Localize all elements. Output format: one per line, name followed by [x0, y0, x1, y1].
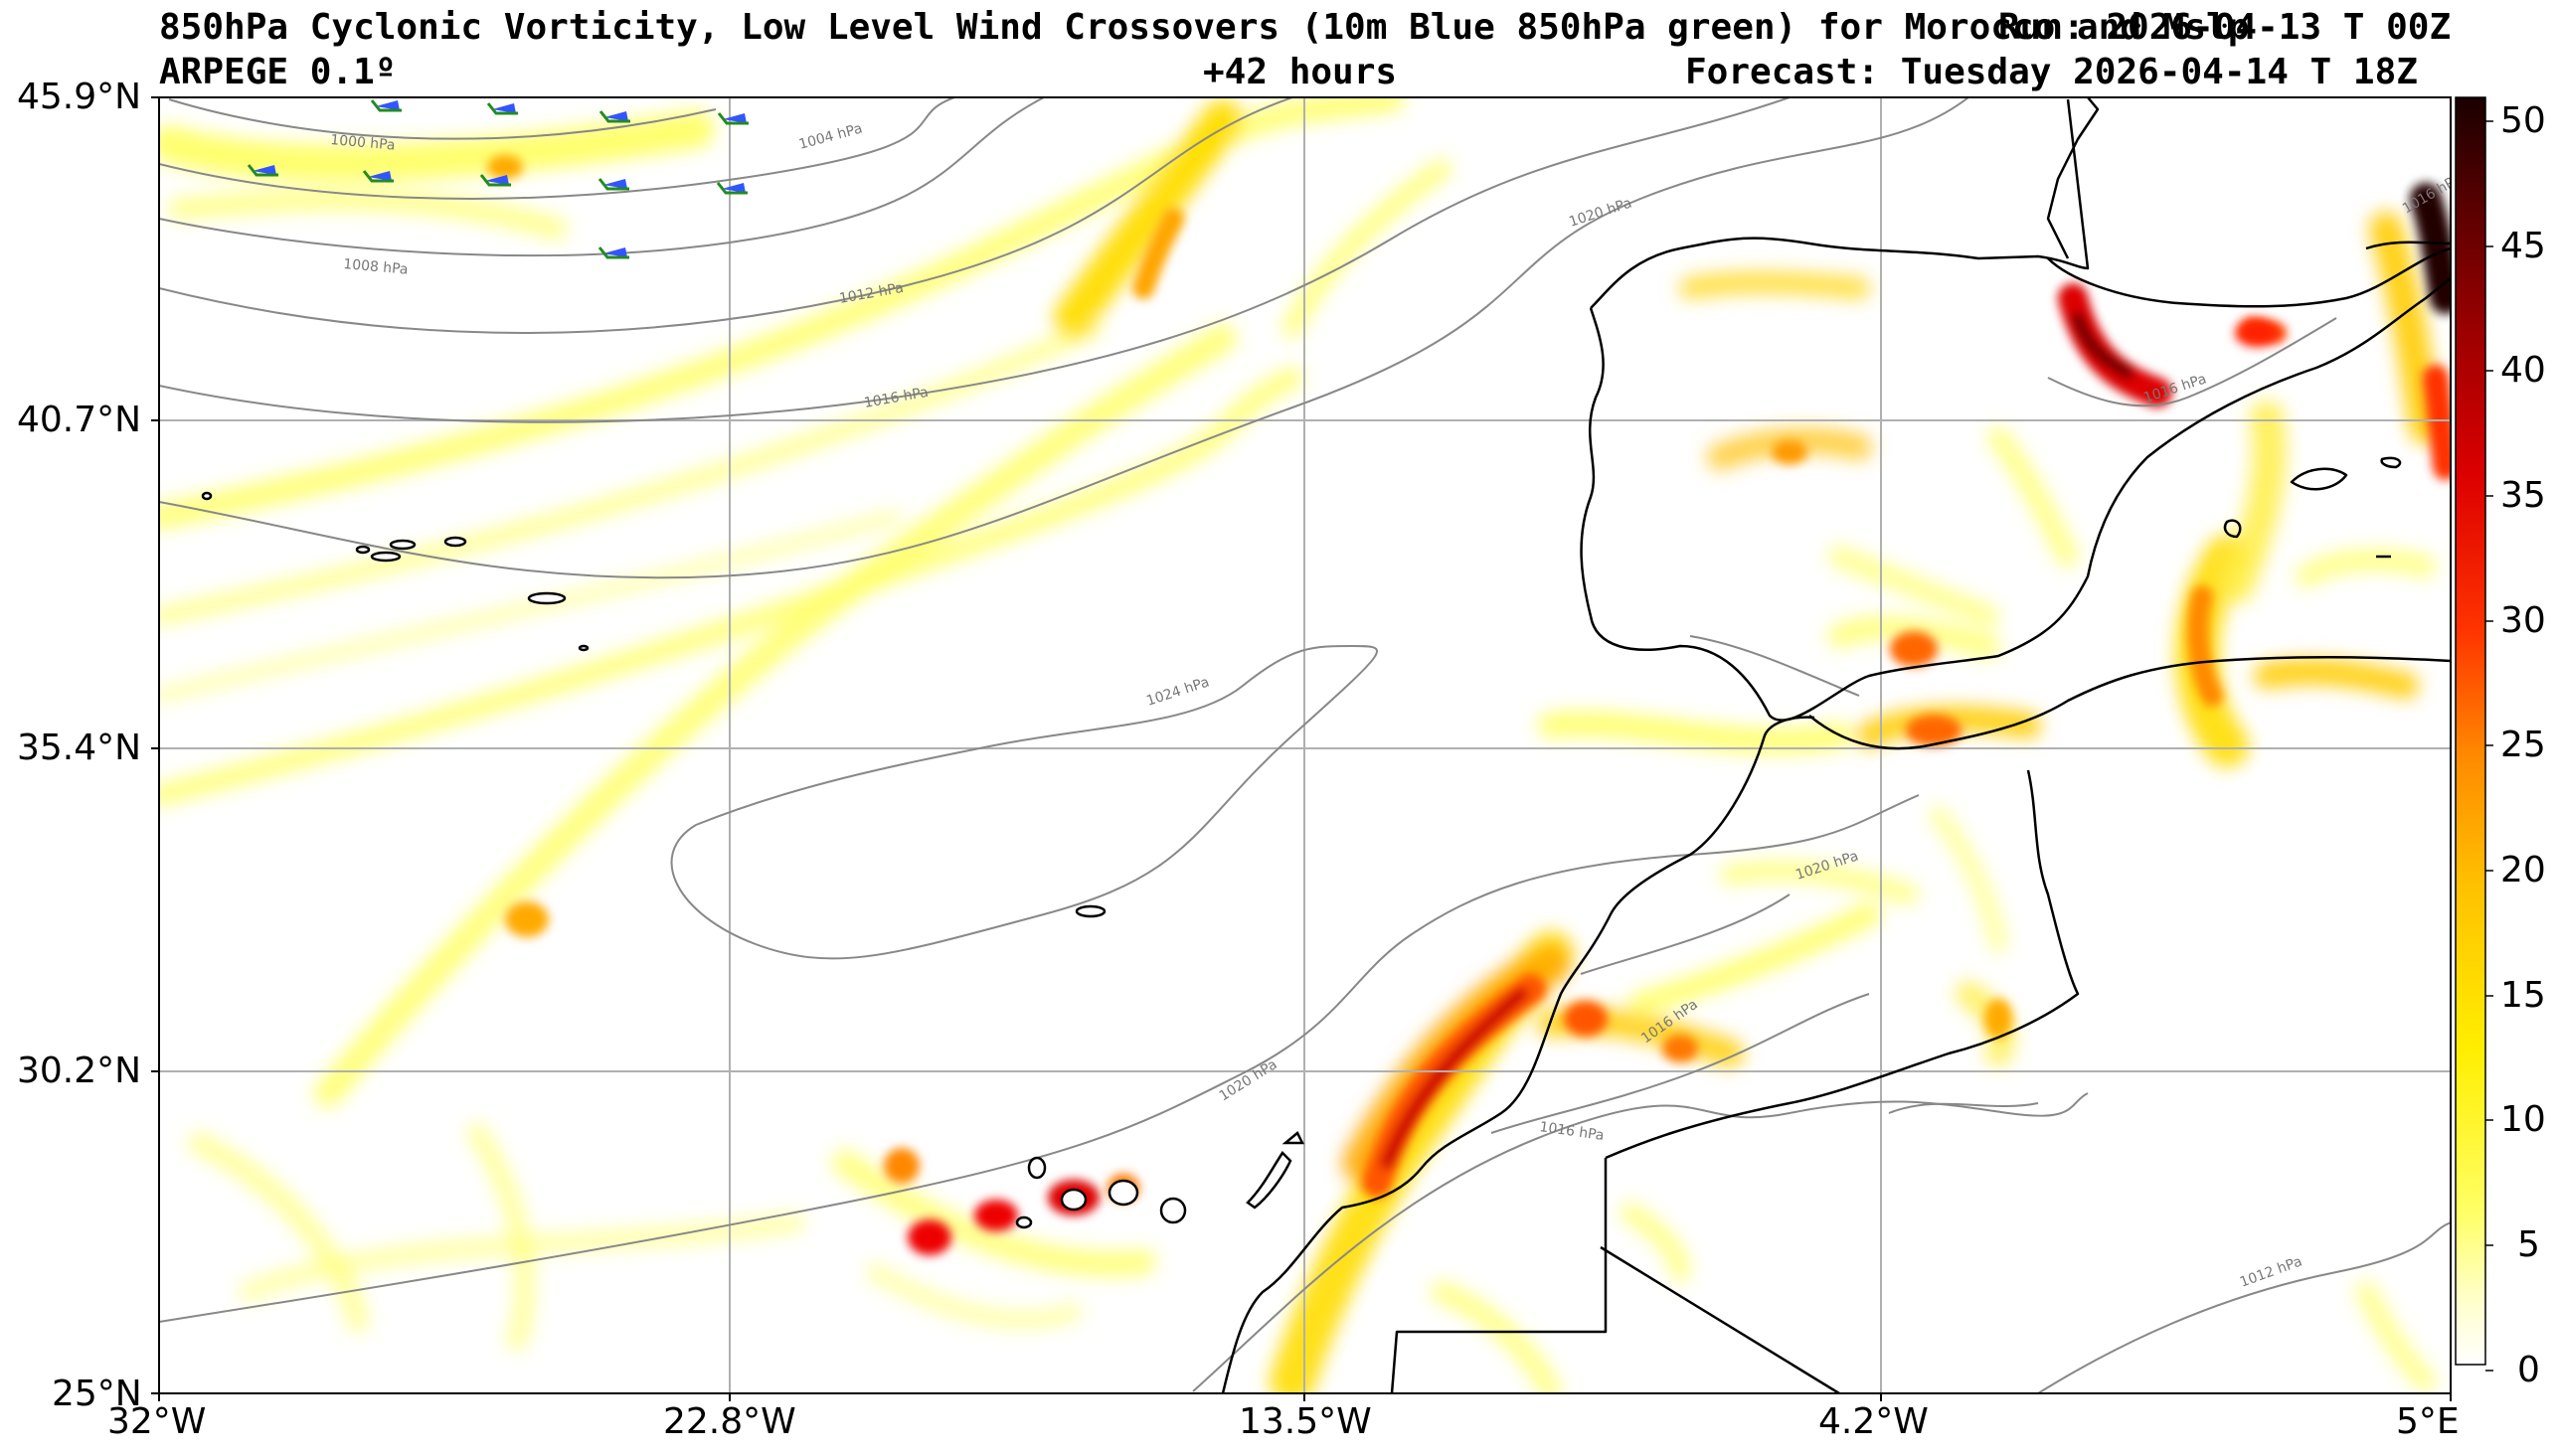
colorbar-label: 0: [2517, 1350, 2540, 1390]
wind-barb-icon: [597, 246, 629, 259]
lon-label: 22.8°W: [663, 1401, 796, 1442]
colorbar-label: 5: [2517, 1224, 2540, 1265]
isobars: [159, 97, 2451, 1393]
colorbar-label: 45: [2500, 226, 2546, 266]
colorbar-label: 10: [2500, 1099, 2546, 1140]
wind-barb-icon: [716, 182, 748, 195]
lat-label: 25°N: [52, 1374, 142, 1414]
model-name: ARPEGE 0.1º: [159, 52, 397, 92]
lon-label: 13.5°W: [1239, 1401, 1372, 1442]
colorbar-label: 20: [2500, 850, 2546, 890]
coastlines: [1221, 97, 2451, 1393]
wind-barb-icon: [247, 164, 278, 177]
wind-barb-icon: [362, 170, 394, 183]
colorbar-label: 25: [2500, 725, 2546, 765]
run-time: Run: 2026-04-13 T 00Z: [1998, 7, 2452, 48]
lat-label: 45.9°N: [17, 77, 142, 117]
lead-time: +42 hours: [1203, 52, 1398, 92]
wind-barb-icon: [479, 174, 511, 187]
map-title: 850hPa Cyclonic Vorticity, Low Level Win…: [159, 7, 2250, 48]
lat-label: 30.2°N: [17, 1051, 142, 1091]
isobar-label: 1008 hPa: [343, 256, 410, 278]
colorbar-ticks: [2485, 120, 2493, 1372]
forecast-time: Forecast: Tuesday 2026-04-14 T 18Z: [1685, 52, 2418, 92]
wind-barb-icon: [598, 110, 630, 123]
graticule: [159, 97, 2451, 1393]
colorbar-label: 35: [2500, 475, 2546, 516]
wind-crossovers: [247, 99, 749, 259]
wind-barb-icon: [370, 99, 402, 112]
lon-label: 5°E: [2396, 1401, 2460, 1442]
lon-label: 32°W: [107, 1401, 207, 1442]
colorbar-label: 15: [2500, 975, 2546, 1016]
colorbar-scale: [2455, 96, 2486, 1366]
wind-barb-icon: [717, 112, 749, 125]
colorbar-label: 50: [2500, 100, 2546, 141]
islands: [201, 491, 1305, 1229]
wind-barb-icon: [486, 102, 518, 115]
colorbar: [2455, 96, 2493, 1372]
isobar-label: 1000 hPa: [330, 132, 397, 154]
axis-ticks: [151, 96, 2452, 1401]
colorbar-label: 40: [2500, 350, 2546, 391]
vorticity-cores: [487, 155, 2279, 1255]
wind-barb-icon: [597, 178, 629, 191]
lat-label: 35.4°N: [17, 728, 142, 768]
lat-label: 40.7°N: [17, 400, 142, 440]
colorbar-label: 30: [2500, 600, 2546, 641]
lon-label: 4.2°W: [1818, 1401, 1929, 1442]
